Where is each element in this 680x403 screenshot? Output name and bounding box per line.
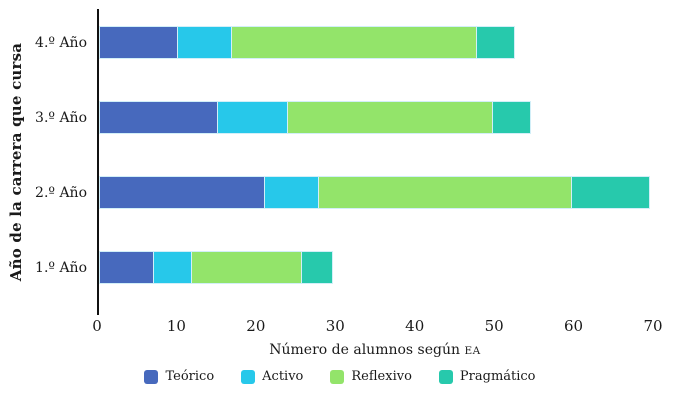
x-axis-ticks: 0 10 20 30 40 50 60 70 (92, 317, 662, 337)
bar-segment-teorico (99, 251, 155, 284)
bar-segment-pragmatico (475, 26, 516, 59)
bar-segment-pragmatico (300, 251, 333, 284)
x-tick-label: 70 (643, 317, 663, 335)
x-tick-label: 30 (325, 317, 345, 335)
legend-swatch (330, 369, 345, 384)
bar-row: 1.º Año (10, 230, 655, 305)
bar-segment-teorico (99, 176, 266, 209)
bar-segment-activo (264, 176, 320, 209)
x-axis-title: Número de alumnos según EA (97, 342, 653, 358)
bar-row: 2.º Año (10, 155, 655, 230)
legend-label: Pragmático (459, 369, 536, 384)
x-tick-label: 50 (484, 317, 504, 335)
bar-segment-activo (176, 26, 233, 59)
bar-segment-pragmatico (491, 101, 532, 134)
x-tick-label: 60 (564, 317, 584, 335)
bar-segment-activo (216, 101, 289, 134)
bar-track (99, 251, 655, 284)
category-label: 4.º Año (35, 34, 87, 51)
category-label: 2.º Año (35, 184, 87, 201)
bar-segment-activo (153, 251, 193, 284)
bar-segment-reflexivo (231, 26, 478, 59)
bar-segment-reflexivo (286, 101, 494, 134)
legend-swatch (438, 369, 453, 384)
bar-segment-reflexivo (318, 176, 573, 209)
y-axis-line (97, 9, 99, 315)
legend-label: Teórico (165, 369, 215, 384)
legend-label: Reflexivo (351, 369, 412, 384)
category-label: 3.º Año (35, 109, 87, 126)
bar-track (99, 101, 655, 134)
x-tick-label: 10 (166, 317, 186, 335)
bar-row: 3.º Año (10, 80, 655, 155)
category-label: 1.º Año (35, 259, 87, 276)
bar-segment-teorico (99, 101, 219, 134)
legend-item: Reflexivo (330, 369, 412, 384)
legend-swatch (241, 369, 256, 384)
x-tick-label: 40 (405, 317, 425, 335)
chart-legend: Teórico Activo Reflexivo Pragmático (0, 369, 680, 384)
bar-row: 4.º Año (10, 5, 655, 80)
x-tick-label: 20 (246, 317, 266, 335)
x-tick-label: 0 (92, 317, 102, 335)
x-axis-title-text: Número de alumnos según (269, 342, 461, 358)
x-axis-title-smallcaps: EA (464, 345, 481, 357)
bar-segment-teorico (99, 26, 179, 59)
bar-track (99, 176, 655, 209)
legend-label: Activo (262, 369, 304, 384)
plot-rows: 4.º Año 3.º Año 2.º Año 1.º Año (10, 5, 655, 305)
bar-segment-pragmatico (571, 176, 651, 209)
legend-swatch (144, 369, 159, 384)
legend-item: Activo (241, 369, 303, 384)
bar-segment-reflexivo (191, 251, 303, 284)
legend-item: Pragmático (438, 369, 536, 384)
bar-track (99, 26, 655, 59)
legend-item: Teórico (144, 369, 214, 384)
